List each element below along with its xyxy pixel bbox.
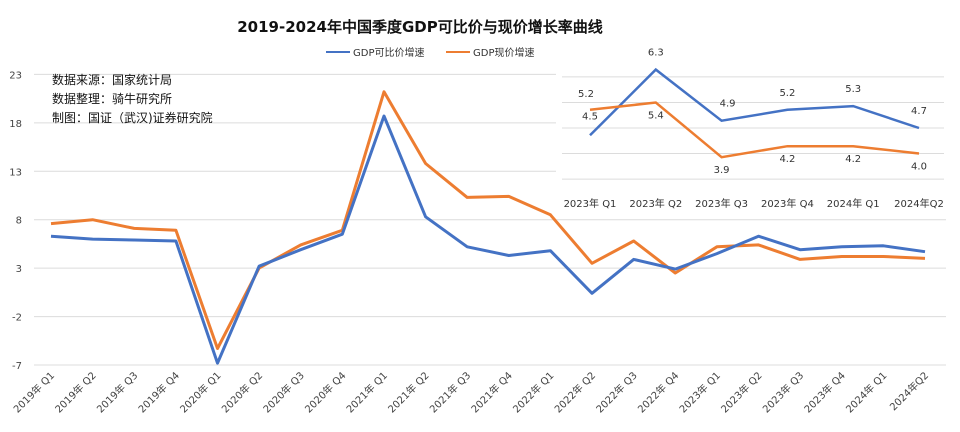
inset-comparable-data-label: 6.3 bbox=[648, 48, 664, 59]
inset-x-tick-label: 2024年Q2 bbox=[894, 197, 944, 210]
chart-title: 2019-2024年中国季度GDP可比价与现价增长率曲线 bbox=[237, 18, 602, 36]
y-axis-ticks: 23 18 13 8 3 -2 -7 bbox=[9, 70, 22, 372]
source-line-1: 数据来源：国家统计局 bbox=[52, 72, 172, 87]
inset-comparable-data-label: 4.5 bbox=[582, 111, 598, 122]
inset-current-data-label: 4.2 bbox=[845, 154, 861, 165]
y-tick-label: -7 bbox=[12, 361, 22, 372]
inset-comparable-data-label: 5.2 bbox=[779, 88, 795, 99]
inset-current-data-label: 4.0 bbox=[911, 162, 927, 173]
y-tick-label: 23 bbox=[9, 70, 22, 81]
inset-background bbox=[556, 66, 946, 214]
legend: GDP可比价增速 GDP现价增速 bbox=[326, 46, 534, 59]
inset-current-data-label: 5.2 bbox=[578, 89, 594, 100]
source-line-2: 数据整理：骑牛研究所 bbox=[52, 91, 172, 106]
series-current-line bbox=[50, 90, 926, 350]
source-line-3: 制图：国证（武汉)证券研究院 bbox=[52, 110, 213, 125]
inset-current-data-label: 5.4 bbox=[648, 110, 664, 121]
y-tick-label: 18 bbox=[9, 119, 22, 130]
legend-label-comparable: GDP可比价增速 bbox=[353, 46, 424, 59]
legend-label-current: GDP现价增速 bbox=[473, 46, 534, 59]
inset-x-tick-label: 2024年 Q1 bbox=[827, 197, 880, 210]
y-tick-label: 8 bbox=[16, 216, 22, 227]
inset-current-data-label: 3.9 bbox=[714, 165, 730, 176]
inset-current-line bbox=[589, 101, 920, 159]
inset-x-tick-label: 2023年 Q3 bbox=[695, 197, 748, 210]
inset-comparable-data-label: 4.7 bbox=[911, 106, 927, 117]
inset-x-tick-label: 2023年 Q1 bbox=[564, 197, 617, 210]
inset-comparable-line bbox=[589, 67, 920, 137]
y-tick-label: 3 bbox=[16, 264, 22, 275]
inset-chart: 4.5 6.3 4.9 5.2 5.3 4.7 5.2 5.4 3.9 4.2 4.2 4.0 2023… bbox=[556, 48, 946, 214]
inset-x-tick-label: 2023年 Q4 bbox=[761, 197, 814, 210]
series-comparable-line bbox=[50, 114, 926, 365]
y-tick-label: 13 bbox=[9, 167, 22, 178]
source-annotation: 数据来源：国家统计局 数据整理：骑牛研究所 制图：国证（武汉)证券研究院 bbox=[52, 72, 213, 125]
inset-x-tick-label: 2023年 Q2 bbox=[629, 197, 682, 210]
inset-current-data-label: 4.2 bbox=[779, 154, 795, 165]
inset-comparable-data-label: 5.3 bbox=[845, 84, 861, 95]
inset-comparable-data-label: 4.9 bbox=[720, 99, 736, 110]
series-layer bbox=[50, 90, 926, 365]
y-tick-label: -2 bbox=[12, 313, 22, 324]
